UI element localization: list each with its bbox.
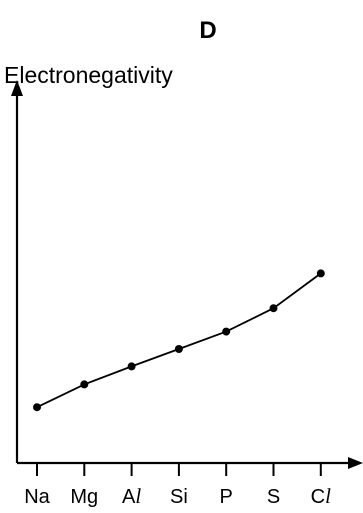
data-point [33, 403, 41, 412]
x-tick-labels: Na Mg Al Si P S Cl [24, 484, 331, 508]
x-tick-label: Al [122, 484, 141, 508]
series-line [36, 272, 322, 409]
x-tick-label: S [267, 486, 280, 508]
x-ticks [36, 463, 322, 476]
x-tick-label: Mg [70, 486, 98, 508]
data-point [127, 362, 136, 371]
data-point [316, 269, 325, 278]
x-tick-label: Si [170, 486, 188, 508]
x-axis-arrowhead [348, 457, 363, 469]
data-points [33, 269, 325, 412]
x-tick-label: Cl [311, 484, 331, 508]
data-point [269, 304, 278, 313]
data-point [174, 345, 183, 353]
axes [11, 80, 363, 469]
x-tick-label: P [220, 486, 233, 508]
y-axis-arrowhead [11, 80, 23, 96]
data-point [80, 380, 89, 389]
x-tick-label: Na [24, 486, 50, 508]
y-axis-title: Electronegativity [4, 62, 173, 88]
chart-panel-label: D [199, 17, 216, 44]
data-point [222, 327, 231, 336]
